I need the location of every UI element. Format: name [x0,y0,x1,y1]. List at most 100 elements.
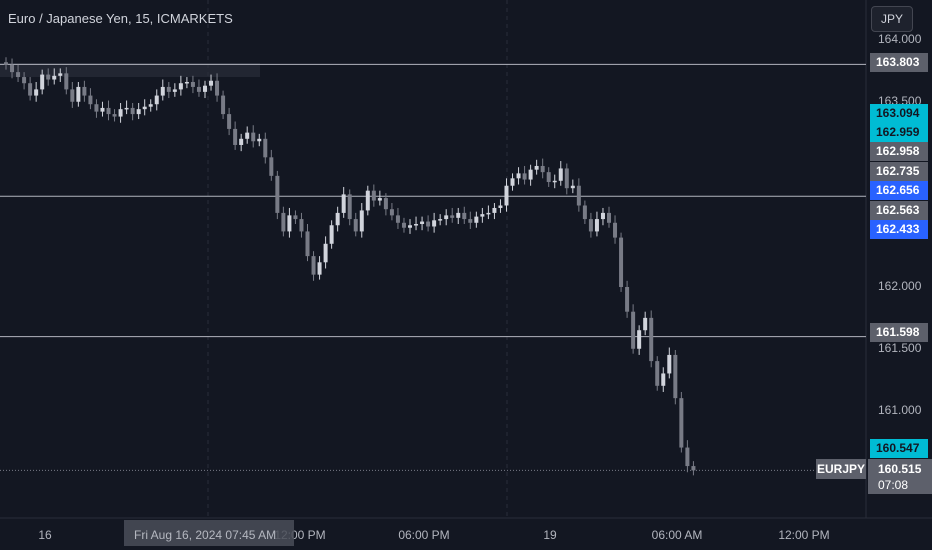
candle-body [112,114,117,117]
candle-body [498,205,503,208]
candle-body [462,212,467,220]
price-tag: 160.547 [870,439,928,458]
candle-body [269,157,274,176]
candle-body [10,64,15,73]
candle-body [148,104,153,107]
candle-body [28,83,33,96]
candle-body [540,165,545,173]
candle-body [245,132,250,139]
candle-body [661,373,666,386]
candle-body [420,221,425,225]
candle-body [239,138,244,145]
price-tag: 162.563 [870,201,928,220]
candle-body [516,173,521,179]
candle-body [456,212,461,218]
currency-button[interactable]: JPY [871,6,913,32]
candle-body [106,107,111,115]
price-tag: 162.656 [870,181,928,200]
candle-body [100,107,105,112]
y-tick-label: 161.000 [878,402,922,417]
candle-body [607,212,611,223]
candle-body [438,219,443,221]
candle-body [558,168,563,181]
candle-body [510,178,515,186]
candle-body [329,225,334,244]
candle-body [275,175,280,213]
candle-body [263,138,268,158]
candle-body [492,207,497,213]
candle-body [209,80,214,86]
symbol-label: EURJPY [816,459,866,479]
candle-body [52,75,57,80]
candle-body [58,73,63,76]
candle-body [546,172,551,183]
candle-body [685,447,690,467]
candle-body [389,209,394,216]
candle-body [166,86,171,92]
candle-body [679,398,684,448]
candle-body [64,73,69,90]
candle-body [154,95,159,105]
candle-body [444,215,449,220]
candle-body [257,138,262,142]
candle-body [631,311,636,349]
candle-body [40,74,45,90]
candle-body [190,81,195,87]
candle-body [46,74,51,80]
y-tick-label: 164.000 [878,32,922,46]
range-highlight [0,63,260,77]
candle-body [474,216,479,223]
bar-countdown: 07:08 [878,478,909,492]
price-tag: 163.803 [870,53,928,72]
x-tick-label: 06:00 PM [398,528,450,542]
candle-body [70,89,75,102]
candle-body [588,219,593,232]
price-tag: 163.094 [870,104,928,123]
candle-body [432,220,437,227]
price-tag: 162.958 [870,142,928,161]
candle-body [22,77,27,84]
y-tick-label: 162.000 [878,279,922,293]
candle-body [408,225,413,228]
candle-body [311,256,316,275]
candle-body [655,361,660,386]
candle-body [395,215,400,223]
candle-body [335,212,340,226]
candle-body [347,194,352,220]
x-tick-label: 19 [543,528,557,542]
candle-body [130,107,135,115]
candle-body [691,466,696,471]
candle-body [281,212,286,232]
candle-body [172,89,177,92]
candle-body [341,194,346,213]
candle-body [221,95,226,115]
candle-body [649,317,654,362]
candle-body [401,222,406,228]
candle-body [16,72,21,78]
candle-body [504,185,509,206]
candle-body [643,317,648,331]
price-tag: 161.598 [870,323,928,342]
candle-body [450,215,455,218]
candle-body [118,109,123,117]
candle-body [82,86,87,96]
candle-body [582,205,587,220]
candle-body [426,221,431,227]
candle-body [136,109,141,115]
candle-body [215,80,220,96]
candle-body [534,165,539,170]
candle-body [528,169,533,180]
candle-body [480,214,485,217]
candle-body [637,330,642,349]
last-price: 160.515 [878,462,922,476]
candle-body [522,173,527,180]
candle-body [142,106,147,110]
candle-body [377,198,382,201]
candle-body [576,185,581,206]
candle-body [365,190,370,211]
candle-body [293,215,298,220]
chart-title: Euro / Japanese Yen, 15, ICMARKETS [8,11,233,26]
x-tick-label: 16 [38,528,52,542]
candle-body [414,224,419,226]
